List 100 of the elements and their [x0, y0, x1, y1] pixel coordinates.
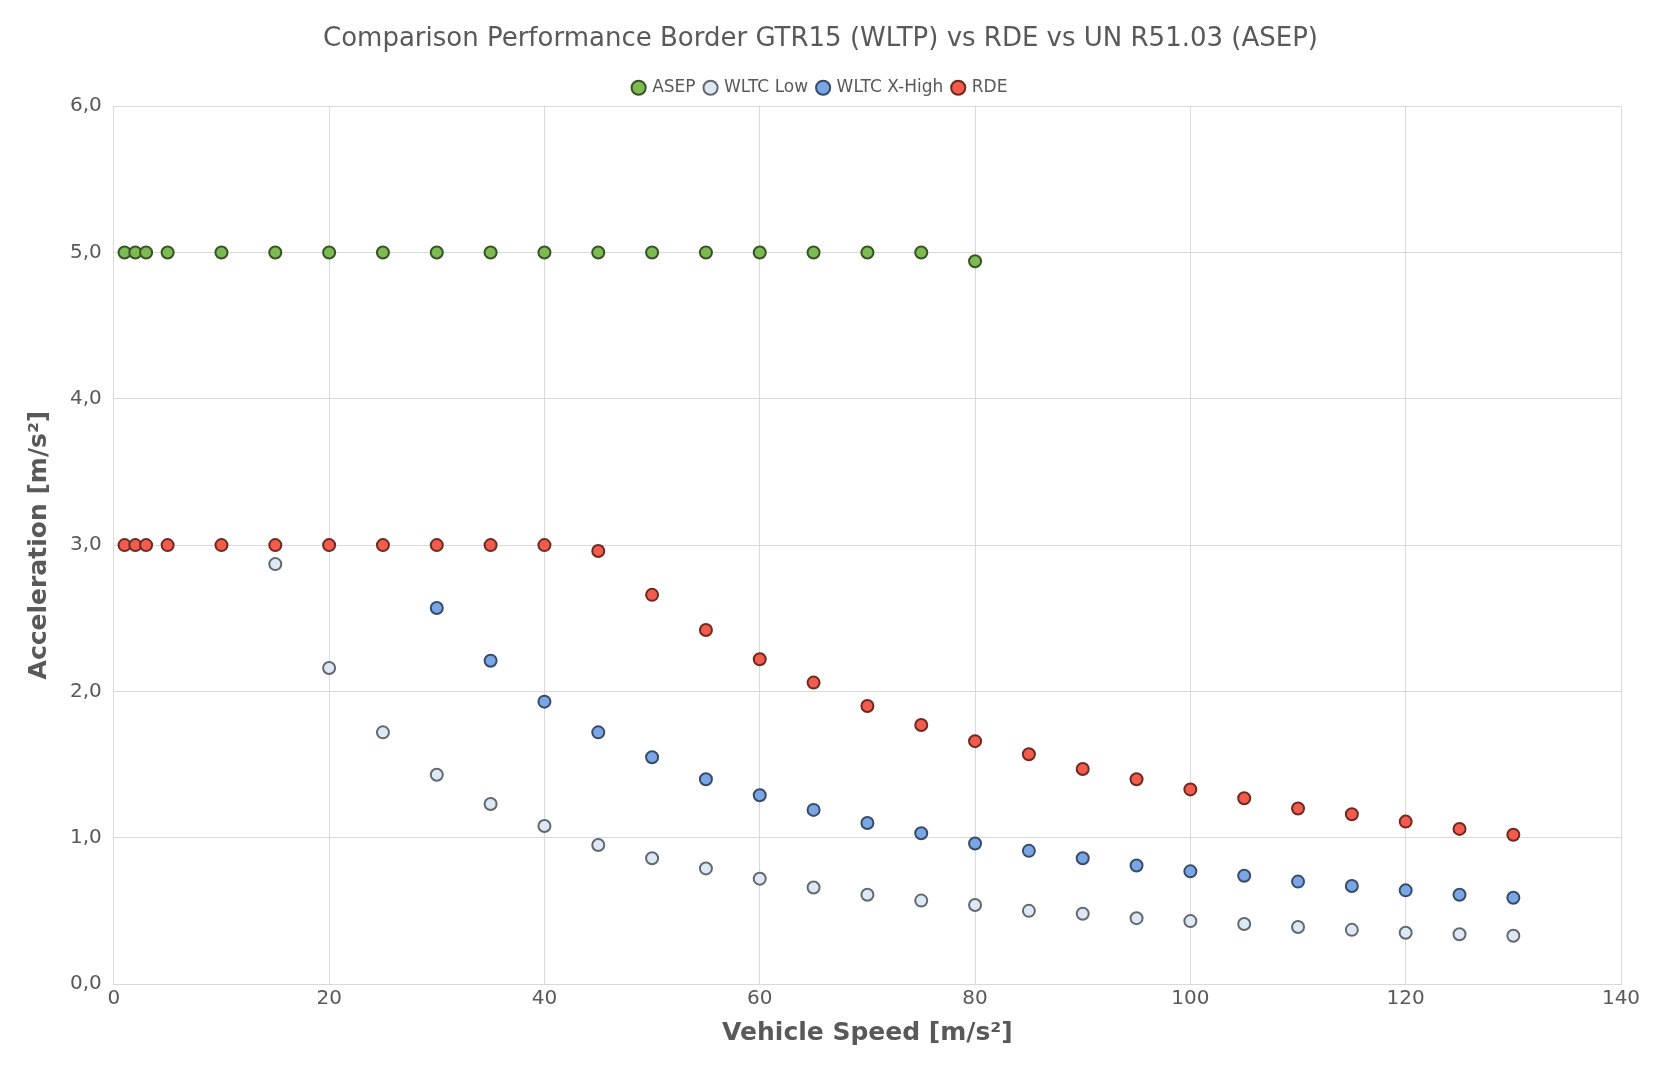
point	[268, 557, 283, 572]
point	[1237, 917, 1252, 932]
point	[860, 816, 875, 831]
x-tick-label: 120	[1386, 985, 1425, 1010]
point	[1506, 827, 1521, 842]
point	[128, 538, 143, 553]
point	[752, 652, 767, 667]
point	[537, 245, 552, 260]
point	[645, 587, 660, 602]
point	[1129, 772, 1144, 787]
point	[1291, 919, 1306, 934]
point	[591, 725, 606, 740]
point	[968, 734, 983, 749]
point	[139, 245, 154, 260]
point	[160, 245, 175, 260]
point	[1129, 858, 1144, 873]
point	[806, 245, 821, 260]
point	[429, 767, 444, 782]
y-tick-label: 6,0	[69, 92, 102, 117]
x-tick-label: 140	[1601, 985, 1641, 1010]
point	[139, 538, 154, 553]
x-tick-label: 20	[316, 985, 342, 1010]
point	[806, 675, 821, 690]
point	[968, 254, 983, 269]
y-tick-label: 1,0	[69, 823, 102, 848]
point	[1183, 782, 1198, 797]
point	[806, 880, 821, 895]
point	[1452, 927, 1467, 942]
point	[537, 538, 552, 553]
y-tick-label: 0,0	[69, 970, 102, 995]
point	[1344, 878, 1359, 893]
y-axis-title: Acceleration [m/s²]	[22, 410, 52, 680]
legend-label: RDE	[971, 76, 1008, 97]
point	[483, 538, 498, 553]
point	[806, 802, 821, 817]
point	[1452, 821, 1467, 836]
point	[1075, 906, 1090, 921]
point	[1398, 883, 1413, 898]
x-tick-label: 80	[962, 985, 988, 1010]
point	[1237, 868, 1252, 883]
point	[1183, 864, 1198, 879]
point	[591, 245, 606, 260]
point	[752, 788, 767, 803]
point	[268, 538, 283, 553]
point	[1506, 890, 1521, 905]
x-axis-title: Vehicle Speed [m/s²]	[722, 1016, 1013, 1046]
point	[968, 898, 983, 912]
point	[1075, 851, 1090, 866]
point	[537, 819, 552, 833]
point	[322, 538, 337, 553]
point	[1398, 814, 1413, 829]
point	[429, 538, 444, 553]
point	[860, 245, 875, 260]
point	[1344, 922, 1359, 937]
point	[1291, 801, 1306, 816]
point	[698, 772, 713, 787]
point	[1021, 903, 1036, 918]
y-tick-label: 2,0	[69, 677, 102, 702]
x-tick-label: 60	[747, 985, 773, 1010]
point	[322, 245, 337, 260]
point	[914, 893, 929, 908]
y-tick-label: 5,0	[69, 238, 102, 263]
point	[914, 245, 929, 260]
point	[591, 838, 606, 853]
point	[860, 699, 875, 714]
point	[914, 718, 929, 733]
point	[1021, 843, 1036, 858]
point	[645, 851, 660, 866]
point	[322, 660, 337, 675]
legend-label: WLTC Low	[724, 76, 809, 97]
point	[429, 601, 444, 616]
point	[375, 725, 390, 740]
point	[752, 871, 767, 886]
y-tick-label: 3,0	[69, 531, 102, 556]
y-tick-label: 4,0	[69, 385, 102, 409]
point	[483, 245, 498, 260]
legend-label: WLTC X-High	[836, 76, 944, 97]
point	[1021, 747, 1036, 762]
legend-label: ASEP	[652, 76, 696, 97]
point	[968, 836, 983, 851]
point	[860, 887, 875, 902]
point	[483, 653, 498, 668]
point	[591, 543, 606, 558]
point	[1075, 761, 1090, 776]
point	[160, 538, 175, 553]
point	[1291, 874, 1306, 889]
point	[698, 861, 713, 876]
point	[1237, 791, 1252, 806]
point	[268, 245, 283, 260]
point	[214, 538, 229, 553]
point	[537, 694, 552, 709]
point	[1452, 887, 1467, 902]
point	[914, 826, 929, 841]
point	[645, 750, 660, 765]
chart-title: Comparison Performance Border GTR15 (WLTP) vs RDE vs UN R51.03 (ASEP)	[323, 22, 1318, 53]
point	[375, 538, 390, 553]
point	[483, 797, 498, 812]
x-tick-label: 40	[531, 985, 558, 1010]
point	[1398, 925, 1413, 940]
point	[1183, 914, 1198, 929]
